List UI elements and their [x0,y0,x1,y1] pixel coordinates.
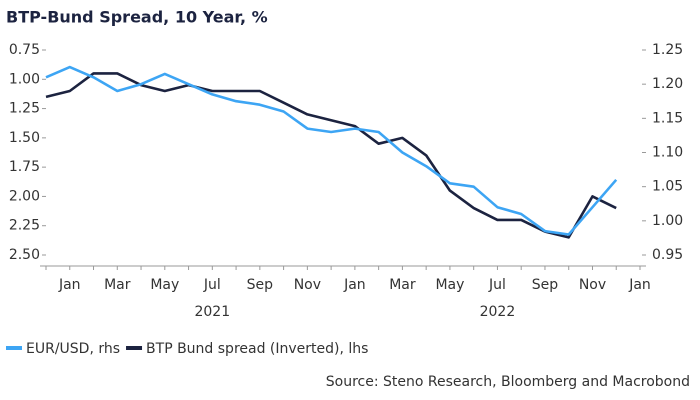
y-tick-label: 1.00 [9,71,40,87]
x-tick-label: Jul [488,277,506,293]
y2-tick-label: 1.05 [652,179,683,195]
x-tick-label: May [435,277,464,293]
x-tick-label: Nov [579,277,606,293]
series-line [45,72,617,239]
y2-tick-label: 1.00 [652,213,683,229]
x-group-label: 2022 [480,304,516,320]
x-tick-label: Jan [58,277,81,293]
y-tick-label: 2.50 [9,247,40,263]
legend-label: EUR/USD, rhs [26,341,120,357]
y-tick-label: 2.00 [9,188,40,204]
legend-label: BTP Bund spread (Inverted), lhs [146,341,368,357]
y-tick-label: 1.50 [9,130,40,146]
y-tick-label: 2.25 [9,218,40,234]
x-tick-label: Sep [532,277,559,293]
x-tick-label: Jan [628,277,651,293]
y2-tick-label: 0.95 [652,247,683,263]
source: Source: Steno Research, Bloomberg and Ma… [326,374,690,390]
x-tick-label: Nov [294,277,321,293]
x-tick-label: Mar [104,277,131,293]
y2-tick-label: 1.20 [652,76,683,92]
x-tick-label: Jul [203,277,221,293]
y-tick-label: 1.75 [9,159,40,175]
x-tick-label: Mar [389,277,416,293]
chart-title: BTP-Bund Spread, 10 Year, % [6,8,268,27]
x-tick-label: Sep [247,277,274,293]
x-tick-label: Jan [343,277,366,293]
x-tick-label: May [150,277,179,293]
y2-tick-label: 1.10 [652,145,683,161]
y-tick-label: 0.75 [9,42,40,58]
y2-tick-label: 1.25 [652,42,683,58]
y-tick-label: 1.25 [9,101,40,117]
y2-tick-label: 1.15 [652,110,683,126]
series-line [45,65,618,236]
x-group-label: 2021 [194,304,230,320]
